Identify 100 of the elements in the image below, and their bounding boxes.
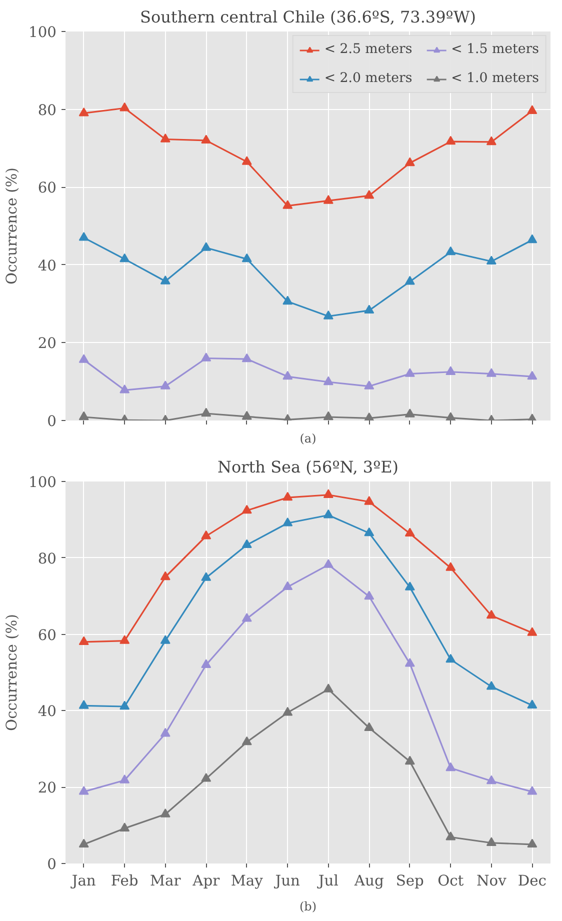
point — [201, 773, 212, 782]
point — [323, 489, 334, 498]
point — [486, 680, 496, 690]
point — [201, 572, 212, 581]
y-tick-label: 80 — [38, 550, 57, 568]
point — [120, 635, 130, 644]
y-tick-label: 100 — [28, 474, 57, 491]
point — [78, 636, 89, 646]
point — [323, 195, 334, 204]
point — [527, 234, 538, 244]
y-tick-label: 100 — [28, 24, 57, 41]
point — [404, 528, 415, 537]
text: (b) — [299, 900, 317, 914]
point — [78, 232, 89, 241]
point — [364, 412, 374, 420]
point — [201, 134, 212, 144]
y-axis-title: Occurrence (%) — [4, 614, 21, 731]
point — [323, 376, 334, 386]
x-tick-label: Jul — [316, 872, 339, 890]
point — [364, 190, 374, 199]
point — [486, 136, 496, 146]
point — [364, 590, 374, 600]
point — [242, 539, 252, 548]
point — [201, 530, 212, 540]
x-tick-label: Jan — [70, 872, 96, 890]
y-tick-label: 40 — [38, 257, 57, 274]
point — [78, 786, 89, 795]
point — [527, 700, 538, 708]
point — [527, 627, 538, 636]
point — [282, 296, 293, 305]
y-tick-label: 20 — [38, 780, 57, 797]
point — [323, 411, 334, 420]
point — [404, 756, 415, 765]
point — [201, 242, 212, 251]
point — [486, 837, 496, 846]
point — [446, 762, 456, 772]
point — [486, 368, 496, 377]
point — [160, 728, 170, 737]
point — [323, 310, 334, 320]
point — [78, 700, 89, 709]
point — [527, 105, 538, 114]
x-tick-label: Sep — [396, 872, 424, 890]
point — [404, 408, 415, 418]
point — [78, 354, 89, 363]
point — [282, 581, 293, 590]
point — [160, 134, 170, 142]
point — [120, 822, 130, 832]
point — [282, 706, 293, 716]
point — [364, 304, 374, 314]
point — [120, 700, 130, 710]
y-tick-label: 60 — [38, 626, 57, 644]
y-tick-label: 0 — [47, 856, 57, 873]
point — [364, 380, 374, 390]
point — [486, 256, 496, 264]
x-tick-label: Nov — [476, 872, 508, 890]
point — [160, 571, 170, 580]
y-axis-title: Occurrence (%) — [4, 168, 21, 284]
point — [120, 253, 130, 262]
point — [201, 659, 212, 668]
point — [201, 408, 212, 417]
point — [120, 384, 130, 394]
point — [527, 370, 538, 380]
point — [446, 412, 456, 420]
point — [242, 504, 252, 514]
point — [404, 658, 415, 667]
point — [242, 353, 252, 362]
point — [446, 136, 456, 145]
point — [323, 684, 334, 692]
point — [446, 654, 456, 663]
x-tick-label: Jun — [273, 872, 301, 890]
point — [78, 838, 89, 848]
point — [323, 509, 334, 518]
y-tick-label: 0 — [47, 413, 57, 430]
point — [160, 380, 170, 390]
point — [242, 156, 252, 165]
x-tick-label: May — [230, 872, 264, 890]
legend-label: < 1.5 meters — [451, 42, 539, 57]
point — [242, 736, 252, 746]
point — [446, 366, 456, 375]
point — [404, 276, 415, 285]
point — [446, 562, 456, 571]
point — [527, 786, 538, 795]
point — [323, 559, 334, 568]
point — [282, 370, 293, 380]
chart-title: Southern central Chile (36.6ºS, 73.39ºW) — [140, 8, 476, 26]
x-tick-label: Feb — [110, 872, 138, 890]
point — [364, 527, 374, 536]
legend-label: < 1.0 meters — [451, 71, 539, 86]
point — [446, 246, 456, 256]
y-tick-label: 80 — [38, 102, 57, 119]
legend-label: < 2.0 meters — [324, 71, 412, 86]
point — [282, 517, 293, 526]
y-tick-label: 60 — [38, 180, 57, 197]
point — [486, 610, 496, 619]
x-tick-label: Apr — [192, 872, 220, 890]
x-tick-label: Mar — [150, 872, 181, 890]
x-tick-label: Dec — [518, 872, 546, 890]
point — [282, 200, 293, 209]
point — [364, 722, 374, 731]
point — [404, 157, 415, 166]
